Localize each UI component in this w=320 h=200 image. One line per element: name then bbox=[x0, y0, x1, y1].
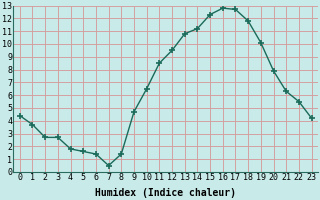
X-axis label: Humidex (Indice chaleur): Humidex (Indice chaleur) bbox=[95, 188, 236, 198]
